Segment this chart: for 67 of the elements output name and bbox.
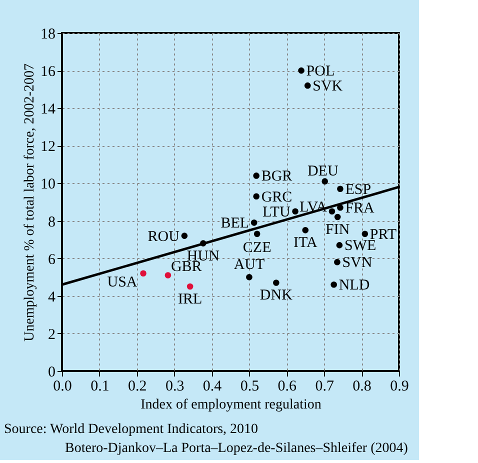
- annotation: DEU: [307, 163, 338, 180]
- point: [164, 272, 172, 278]
- annotation: IRL: [178, 292, 202, 308]
- y-tick-label: 12: [40, 139, 56, 156]
- x-tick-label: 0.0: [53, 378, 72, 394]
- annotation: BEL: [220, 216, 250, 232]
- point: [181, 232, 188, 239]
- x-tick-label: 0.7: [315, 378, 334, 394]
- point: [328, 208, 336, 215]
- y-tick-label: 6: [48, 252, 56, 268]
- annotation: ROU: [148, 228, 180, 245]
- y-tick-label: 2: [48, 326, 56, 343]
- point: [304, 82, 311, 89]
- point: [336, 242, 343, 248]
- annotation: SVK: [312, 78, 343, 95]
- annotation: ITA: [293, 235, 318, 252]
- point: [246, 274, 252, 280]
- x-tick-label: 0.3: [165, 378, 184, 394]
- y-tick-label: 16: [40, 64, 56, 80]
- x-tick-label: 0.9: [390, 378, 409, 394]
- text: Botero-Djankov–La Porta–Lopez-de-Silanes–Shleifer (2004): [65, 441, 408, 456]
- point: [330, 281, 338, 288]
- annotation: CZE: [242, 240, 272, 256]
- x-axis-title: Index of employment regulation: [140, 398, 322, 412]
- point: [362, 230, 368, 238]
- x-tick-label: 0.8: [352, 378, 372, 394]
- point: [337, 204, 344, 211]
- x-tick-label: 0.2: [128, 378, 147, 394]
- x-tick-label: 0.4: [202, 378, 222, 394]
- y-tick-label: 14: [40, 102, 56, 118]
- point: [292, 208, 298, 215]
- annotation: FRA: [345, 200, 375, 217]
- annotation: GRC: [261, 189, 292, 206]
- annotation: AUT: [234, 257, 265, 274]
- y-axis-title: Unemployment % of total labor force, 2002-2007: [22, 64, 38, 342]
- x-tick-label: 0.1: [90, 378, 110, 394]
- x-tick-label: 0.5: [240, 378, 260, 394]
- point: [298, 67, 304, 74]
- point: [337, 186, 344, 192]
- y-tick-label: 4: [48, 289, 56, 306]
- annotation: FIN: [326, 222, 350, 238]
- annotation: NLD: [338, 278, 370, 294]
- y-tick-label: 10: [40, 176, 56, 193]
- point: [322, 178, 328, 184]
- point: [200, 240, 206, 246]
- y-tick-label: 0: [48, 364, 56, 380]
- point: [186, 283, 194, 290]
- x-tick-label: 0.6: [278, 378, 298, 394]
- point: [250, 220, 258, 226]
- y-tick-label: 18: [40, 26, 56, 42]
- point: [273, 280, 280, 286]
- y-tick-label: 8: [48, 214, 56, 230]
- point: [140, 270, 146, 277]
- annotation: BGR: [261, 168, 292, 185]
- point: [334, 214, 341, 220]
- point: [334, 258, 340, 266]
- annotation: LTU: [262, 204, 290, 220]
- point: [302, 227, 309, 234]
- annotation: DNK: [260, 288, 293, 304]
- point: [254, 230, 260, 238]
- annotation: POL: [306, 64, 335, 80]
- source-note: Source: World Development Indicators, 2010: [4, 422, 258, 437]
- annotation: ESP: [345, 182, 372, 198]
- annotation: USA: [107, 274, 138, 290]
- point: [253, 193, 260, 200]
- point: [253, 172, 260, 179]
- annotation: SVN: [342, 255, 372, 272]
